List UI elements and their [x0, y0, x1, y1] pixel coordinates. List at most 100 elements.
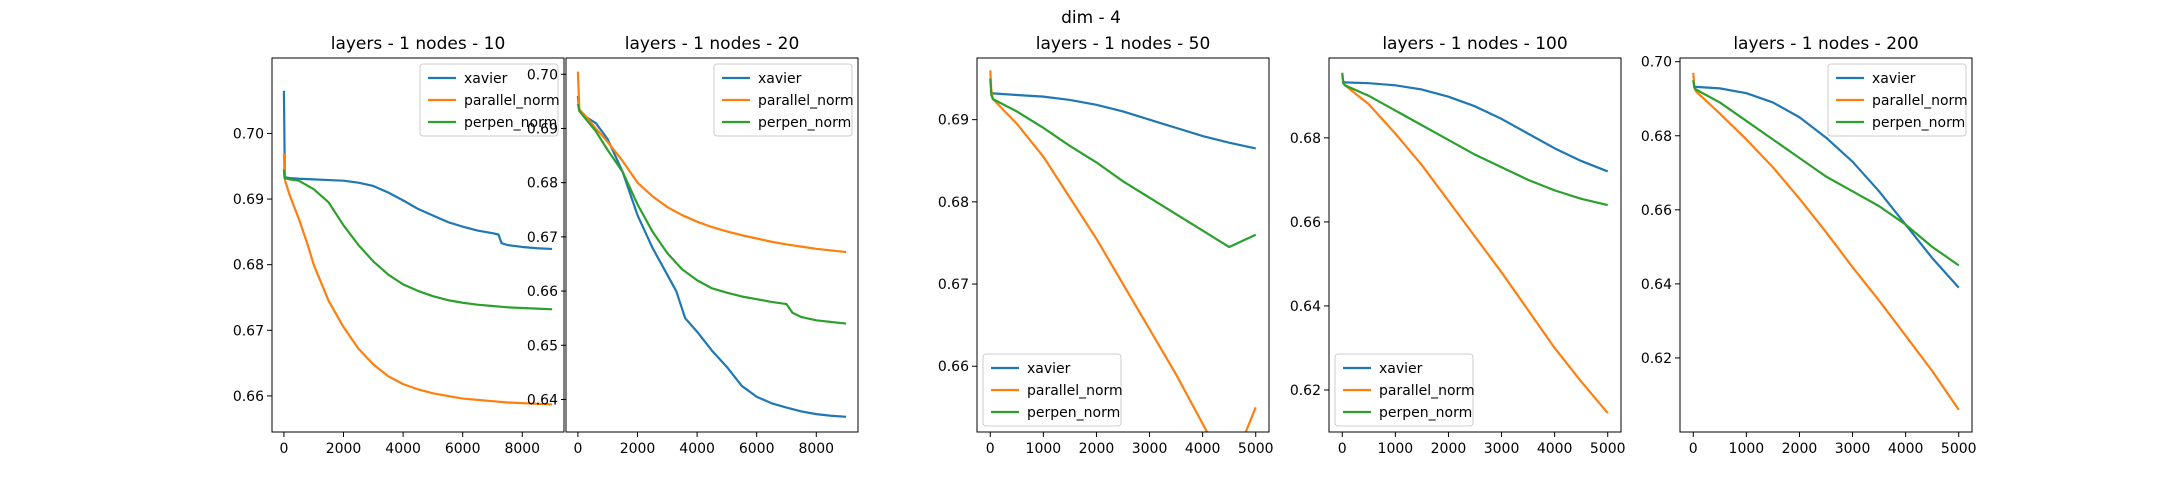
y-tick-label: 0.64 — [1641, 277, 1672, 293]
panel-5: layers - 1 nodes - 200 0 1000 2000 3000 4000 5… — [1641, 34, 1977, 457]
legend-box — [713, 63, 853, 137]
y-tick-label: 0.69 — [527, 121, 558, 137]
y-tick-label: 0.62 — [1641, 351, 1672, 367]
y-tick-label: 0.67 — [233, 323, 264, 339]
legend-label: parallel_norm — [464, 93, 560, 109]
legend: xavier parallel_norm perpen_norm — [1827, 63, 1968, 137]
y-tick-label: 0.69 — [938, 113, 969, 129]
x-tick-label: 1000 — [1729, 441, 1765, 457]
x-tick-label: 4000 — [1185, 441, 1221, 457]
legend-label: parallel_norm — [1027, 383, 1123, 399]
legend-label: xavier — [464, 71, 508, 87]
series-line-perpen-norm — [1341, 72, 1608, 207]
legend-label: parallel_norm — [1379, 383, 1475, 399]
x-tick-label: 1000 — [1378, 441, 1414, 457]
legend-label: xavier — [1027, 361, 1071, 377]
series-line-xavier — [1341, 80, 1609, 173]
legend-label: perpen_norm — [1027, 405, 1120, 421]
x-tick-label: 1000 — [1026, 441, 1062, 457]
legend-label: perpen_norm — [1872, 115, 1965, 131]
x-tick-label: 8000 — [798, 441, 834, 457]
y-tick-label: 0.70 — [527, 67, 558, 83]
x-tick-label: 0 — [1338, 441, 1347, 457]
legend: xavier parallel_norm perpen_norm — [713, 63, 854, 137]
legend: xavier parallel_norm perpen_norm — [419, 63, 560, 137]
x-tick-label: 5000 — [1238, 441, 1274, 457]
y-tick-label: 0.66 — [938, 359, 969, 375]
x-tick-label: 4000 — [1888, 441, 1924, 457]
axes-frame — [1328, 57, 1622, 433]
legend-label: xavier — [1379, 361, 1423, 377]
y-tick-label: 0.67 — [527, 230, 558, 246]
legend-box — [982, 353, 1122, 427]
x-tick-label: 0 — [986, 441, 995, 457]
y-tick-label: 0.68 — [1290, 131, 1321, 147]
panel-title: layers - 1 nodes - 50 — [1036, 34, 1211, 54]
y-tick-label: 0.68 — [938, 195, 969, 211]
x-tick-label: 3000 — [1132, 441, 1168, 457]
x-tick-label: 0 — [279, 441, 288, 457]
series-line-perpen-norm — [282, 169, 553, 311]
legend-box — [1334, 353, 1474, 427]
legend-label: perpen_norm — [758, 115, 851, 131]
y-tick-label: 0.68 — [527, 176, 558, 192]
y-tick-label: 0.66 — [527, 284, 558, 300]
y-tick-label: 0.64 — [1290, 299, 1321, 315]
axes-frame — [565, 57, 859, 433]
x-tick-label: 0 — [1689, 441, 1698, 457]
x-tick-label: 8000 — [504, 441, 540, 457]
series-group — [989, 70, 1257, 432]
y-tick-label: 0.68 — [233, 258, 264, 274]
series-group — [1692, 72, 1960, 411]
y-tick-label: 0.70 — [233, 126, 264, 142]
series-line-perpen-norm — [576, 103, 847, 325]
x-tick-label: 0 — [573, 441, 582, 457]
x-tick-label: 3000 — [1835, 441, 1871, 457]
legend-label: parallel_norm — [758, 93, 854, 109]
y-tick-label: 0.66 — [233, 389, 264, 405]
axes-frame — [1679, 57, 1973, 433]
x-tick-label: 3000 — [1484, 441, 1520, 457]
series-line-perpen-norm — [1692, 80, 1960, 267]
legend-label: xavier — [1872, 71, 1916, 87]
y-tick-label: 0.70 — [1641, 55, 1672, 71]
panels: layers - 1 nodes - 100 2000 4000 6000 80000.… — [233, 34, 1977, 457]
y-tick-label: 0.68 — [1641, 129, 1672, 145]
legend-box — [419, 63, 559, 137]
series-line-xavier — [989, 90, 1256, 150]
y-tick-label: 0.65 — [527, 338, 558, 354]
panel-2: layers - 1 nodes - 20 0 2000 4000 6000 8000 0.… — [527, 34, 859, 457]
y-tick-label: 0.62 — [1290, 383, 1321, 399]
x-tick-label: 2000 — [1431, 441, 1467, 457]
panel-1: layers - 1 nodes - 10 0 2000 4000 6000 8000 0.… — [233, 34, 565, 457]
legend-label: perpen_norm — [1379, 405, 1472, 421]
series-group — [1341, 72, 1609, 414]
y-tick-label: 0.66 — [1641, 203, 1672, 219]
panel-4: layers - 1 nodes - 100 0 1000 2000 3000 4000 5… — [1290, 34, 1626, 457]
panel-title: layers - 1 nodes - 200 — [1733, 34, 1918, 54]
legend-label: xavier — [758, 71, 802, 87]
axes-frame — [976, 57, 1270, 433]
y-tick-label: 0.67 — [938, 277, 969, 293]
y-tick-label: 0.66 — [1290, 215, 1321, 231]
series-line-xavier — [1692, 84, 1960, 289]
panel-3: layers - 1 nodes - 50 0 1000 2000 3000 4000 50… — [938, 34, 1274, 457]
figure-suptitle: dim - 4 — [1061, 8, 1121, 28]
axes-frame — [271, 57, 565, 433]
series-group — [576, 71, 847, 418]
x-tick-label: 2000 — [620, 441, 656, 457]
series-line-xavier — [282, 90, 553, 251]
series-line-parallel-norm — [282, 153, 553, 406]
x-tick-label: 5000 — [1941, 441, 1977, 457]
x-tick-label: 4000 — [1537, 441, 1573, 457]
legend-label: parallel_norm — [1872, 93, 1968, 109]
x-tick-label: 6000 — [739, 441, 775, 457]
x-tick-label: 2000 — [1079, 441, 1115, 457]
legend-box — [1827, 63, 1967, 137]
x-tick-label: 6000 — [445, 441, 481, 457]
legend: xavier parallel_norm perpen_norm — [982, 353, 1123, 427]
x-tick-label: 4000 — [385, 441, 421, 457]
x-tick-label: 2000 — [1782, 441, 1818, 457]
panel-title: layers - 1 nodes - 20 — [625, 34, 800, 54]
